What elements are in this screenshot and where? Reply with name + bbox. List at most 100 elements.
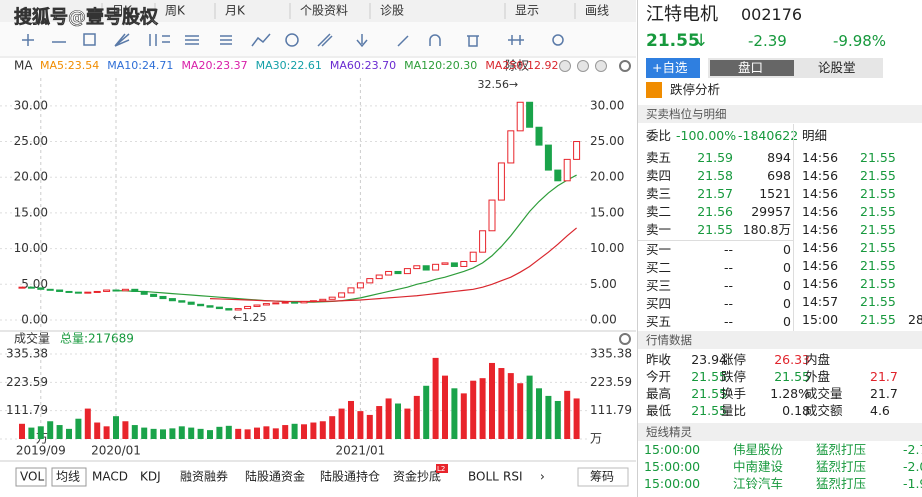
- trade-price: 21.55: [860, 312, 896, 327]
- stat: 成交量: [805, 386, 843, 401]
- top-tab[interactable]: 月K: [225, 4, 246, 18]
- indicator-tab[interactable]: KDJ: [140, 470, 161, 484]
- chart-controls[interactable]: [559, 60, 607, 72]
- trade-time: 14:56: [802, 240, 839, 255]
- candle: [516, 101, 524, 132]
- top-tab[interactable]: 周K: [165, 4, 186, 18]
- indicator-tab[interactable]: MACD: [92, 470, 128, 484]
- y-tick-label: 223.59: [590, 375, 632, 389]
- alert-stock: 江铃汽车: [733, 476, 784, 491]
- book-price: 21.59: [697, 150, 733, 165]
- volume-bar: [479, 378, 486, 439]
- arrow: ↓: [694, 31, 709, 51]
- trade-time: 14:56: [802, 168, 839, 183]
- volume-bar: [178, 426, 185, 439]
- top-tab[interactable]: 诊股: [380, 4, 404, 18]
- top-tab[interactable]: 显示: [515, 4, 539, 18]
- book-volume: 0: [783, 242, 791, 257]
- indicator-tab[interactable]: 均线: [56, 470, 80, 484]
- volume-bar: [517, 383, 524, 439]
- top-tab[interactable]: 日K: [112, 4, 133, 18]
- candle: [394, 270, 402, 275]
- candle: [413, 265, 421, 270]
- book-level: 卖一: [646, 222, 672, 237]
- candle: [93, 290, 101, 293]
- tab[interactable]: 论股堂: [818, 60, 856, 75]
- watch-button[interactable]: [646, 58, 700, 78]
- chip-tab[interactable]: 筹码: [590, 470, 614, 484]
- adjust-label[interactable]: 除权: [505, 58, 529, 73]
- book-volume: 1521: [759, 186, 791, 201]
- stat: 内盘: [805, 352, 831, 367]
- volume-bar: [329, 416, 336, 439]
- ma-title: MA: [14, 59, 33, 73]
- volume-bar: [498, 368, 505, 439]
- book-price: --: [723, 296, 733, 311]
- volume-bar: [564, 390, 571, 439]
- indicator-tab[interactable]: 融资融券: [180, 469, 228, 484]
- stock-name: 江特电机: [646, 4, 718, 25]
- settings-icon[interactable]: [619, 60, 631, 72]
- book-level: 买五: [646, 314, 672, 329]
- volume-bar: [19, 423, 25, 439]
- stat: 21.55: [691, 403, 727, 418]
- stat: 21.55: [774, 369, 810, 384]
- ma-line: [116, 174, 577, 303]
- volume-bar: [442, 375, 448, 439]
- col-divider: [793, 124, 794, 334]
- stat: 26.33: [774, 352, 810, 367]
- top-tab[interactable]: 画线: [585, 4, 609, 18]
- indicator-tab[interactable]: BOLL: [468, 470, 499, 484]
- candle: [84, 291, 92, 294]
- volume-bar: [395, 403, 401, 439]
- indicator-tab[interactable]: 资金抄底: [393, 469, 441, 484]
- volume-bar: [263, 426, 270, 439]
- settings-icon[interactable]: [619, 333, 631, 345]
- watermark: 搜狐号@壹号股权: [14, 6, 159, 28]
- alert-stock: 伟星股份: [733, 442, 784, 457]
- alert-pct: -2.7: [903, 442, 922, 457]
- indicator-tab[interactable]: 陆股通资金: [245, 469, 305, 484]
- trade-time: 14:56: [802, 276, 839, 291]
- tab-active: [710, 60, 794, 76]
- candle: [18, 286, 26, 289]
- candle: [244, 305, 252, 310]
- candle: [234, 308, 242, 311]
- badge: L2: [437, 465, 445, 473]
- trade-price: 21.55: [860, 204, 896, 219]
- volume-bar: [225, 425, 232, 439]
- book-price: --: [723, 278, 733, 293]
- volume-bar: [376, 406, 383, 439]
- ma-legend: MA20:23.37: [181, 59, 247, 72]
- ma-legend: MA30:22.61: [256, 59, 322, 72]
- tab-box: [15, 467, 47, 487]
- volume-bar: [357, 411, 364, 439]
- candle: [385, 270, 393, 276]
- stat: 涨停: [721, 352, 747, 367]
- top-tab[interactable]: 个股资料: [300, 4, 348, 18]
- candle: [338, 292, 346, 298]
- trade-time: 14:56: [802, 186, 839, 201]
- book-price: 21.57: [697, 186, 733, 201]
- y-tick-label: 15.00: [14, 205, 48, 219]
- alert-type: 猛烈打压: [816, 442, 867, 457]
- volume-bar: [37, 426, 44, 439]
- volume-bar: [404, 408, 411, 439]
- indicator-tab[interactable]: ›: [540, 470, 545, 484]
- indicator-tab[interactable]: RSI: [503, 470, 523, 484]
- trade-price: 21.55: [860, 150, 896, 165]
- y-tick-label: 223.59: [6, 375, 48, 389]
- tab[interactable]: 盘口: [738, 60, 764, 75]
- candle: [544, 144, 552, 171]
- volume-bar: [545, 395, 552, 439]
- indicator-tab[interactable]: VOL: [20, 470, 44, 484]
- volume-bar: [272, 428, 279, 439]
- volume-bar: [526, 375, 533, 439]
- candle: [103, 289, 111, 292]
- candle: [178, 300, 186, 303]
- ma-legend: MA250:12.92: [485, 59, 558, 72]
- candle: [225, 308, 233, 311]
- trade-price: 21.55: [860, 276, 896, 291]
- y-tick-label: 25.00: [14, 134, 48, 148]
- indicator-tab[interactable]: 陆股通持仓: [320, 469, 380, 484]
